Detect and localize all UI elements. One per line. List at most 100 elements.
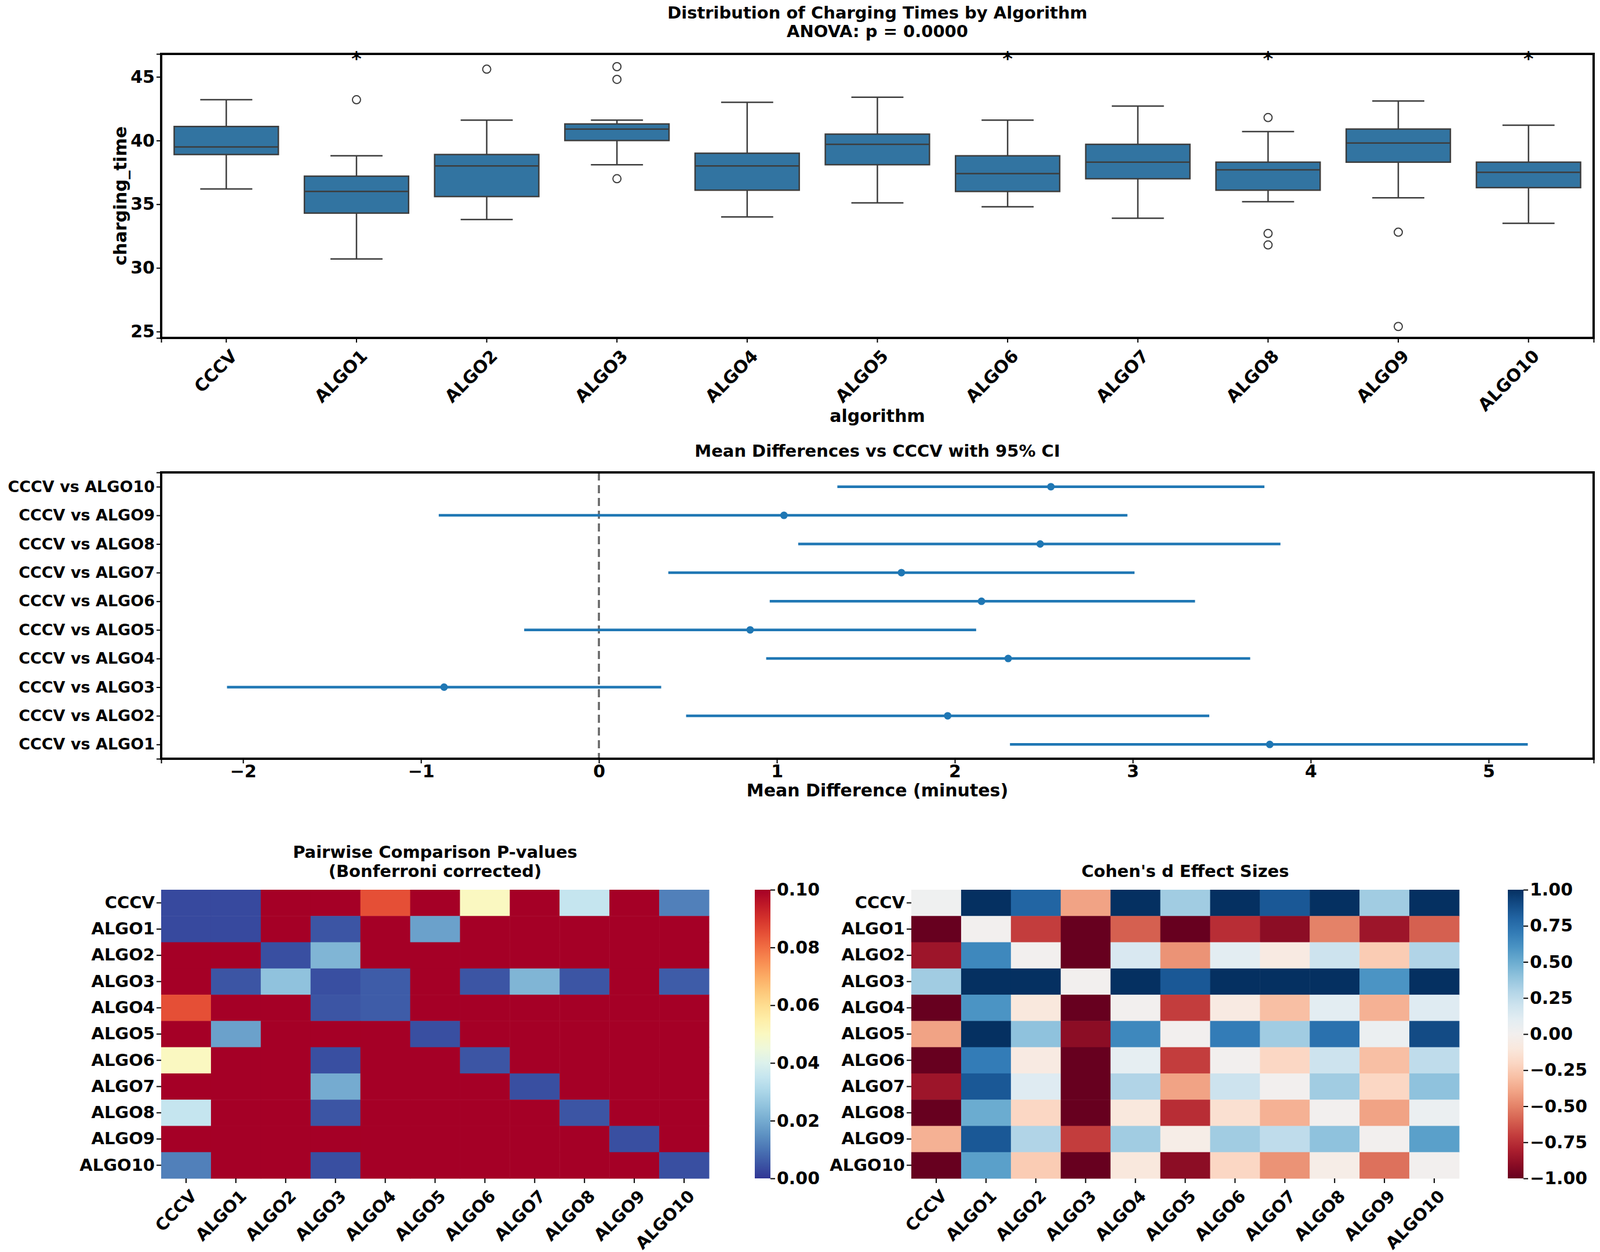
whisker (355, 213, 358, 260)
mean-point (746, 626, 755, 634)
tick-mark (1523, 961, 1529, 963)
heatmap-cell (659, 968, 709, 996)
heatmap-cell (310, 889, 361, 917)
box (1346, 100, 1451, 331)
heatmap-cell (459, 994, 510, 1022)
heatmap-cells (161, 889, 710, 1180)
tick-label: 0.00 (776, 1168, 820, 1189)
tick: CCCV vs ALGO10 (7, 477, 162, 496)
heatmap-cell (609, 915, 660, 943)
tick-label: 2 (948, 761, 962, 782)
heatmap-cell (1060, 994, 1111, 1022)
heatmap-cell (161, 1073, 212, 1101)
box-body (434, 154, 540, 198)
heatmap-cell (211, 1152, 261, 1180)
tick-label: 0.02 (776, 1110, 820, 1132)
tick-label: ALGO7 (1240, 1186, 1300, 1246)
heatmap-cell (1160, 1020, 1211, 1048)
tick-label: 0.06 (776, 994, 820, 1016)
heatmap-cell (961, 1099, 1012, 1127)
tick: CCCV (901, 1178, 951, 1236)
heatmap-cell (1209, 1047, 1260, 1075)
tick: CCCV vs ALGO8 (18, 535, 162, 554)
heatmap-cell (509, 968, 560, 996)
tick: ALGO6 (841, 1050, 912, 1071)
tick-mark (434, 1178, 436, 1184)
chart-title: Cohen's d Effect Sizes (1081, 861, 1289, 882)
tick-label: −1.00 (1529, 1168, 1588, 1189)
heatmap-cell (1409, 915, 1460, 943)
heatmap-cell (1209, 1152, 1260, 1180)
tick-mark (906, 1138, 912, 1140)
heatmap-cell (410, 915, 461, 943)
whisker (1397, 100, 1400, 129)
heatmap-panel: CCCVALGO1ALGO2ALGO3ALGO4ALGO5ALGO6ALGO7A… (829, 861, 1588, 1252)
whisker-cap (330, 258, 383, 261)
tick: ALGO1 (91, 918, 162, 939)
tick-mark (906, 1164, 912, 1166)
whisker (1397, 162, 1400, 199)
heatmap-cell (1160, 1152, 1211, 1180)
tick: ALGO9 (841, 1128, 912, 1149)
tick: ALGO5 (841, 1023, 912, 1044)
whisker-cap (721, 101, 774, 104)
tick-mark (1085, 1178, 1087, 1184)
heatmap-cell (1409, 889, 1460, 917)
tick-mark (906, 954, 912, 956)
tick-label: ALGO1 (191, 1186, 251, 1246)
tick-mark (1284, 1178, 1286, 1184)
heatmap-cell (1160, 968, 1211, 996)
median (434, 165, 540, 167)
tick-mark (1433, 1178, 1435, 1184)
heatmap-cell (1209, 942, 1260, 970)
x-axis-line (911, 1179, 1460, 1184)
heatmap-cell (260, 942, 311, 970)
heatmap-cell (961, 1020, 1012, 1048)
whisker-cap (721, 216, 774, 218)
heatmap-cell (1209, 915, 1260, 943)
heatmap-cell (161, 1047, 212, 1075)
heatmap-cell (1259, 1099, 1310, 1127)
heatmap-cell (1259, 942, 1310, 970)
whisker (1527, 125, 1530, 163)
heatmap-cell (559, 1152, 610, 1180)
tick: CCCV (190, 337, 242, 397)
tick: ALGO10 (829, 1155, 912, 1176)
heatmap-cell (260, 889, 311, 917)
outlier (1394, 228, 1403, 237)
tick-mark (156, 1138, 162, 1140)
tick-mark (906, 928, 912, 930)
tick: 45 (130, 66, 162, 87)
tick-mark (1234, 1178, 1236, 1184)
heatmap-cell (1011, 1020, 1061, 1048)
tick-label: ALGO5 (1140, 1186, 1200, 1246)
chart-subtitle: ANOVA: p = 0.0000 (786, 21, 969, 42)
heatmap-cell (1160, 889, 1211, 917)
heatmap-cell (260, 1047, 311, 1075)
tick-mark (1523, 925, 1529, 927)
heatmap-cell (559, 942, 610, 970)
tick-mark (1383, 1178, 1385, 1184)
tick-label: ALGO5 (841, 1023, 905, 1044)
tick: 0.04 (770, 1052, 820, 1074)
median (695, 165, 800, 167)
tick-label: ALGO7 (490, 1186, 550, 1246)
tick: 30 (130, 257, 162, 278)
whisker (746, 190, 749, 217)
heatmap-cell (410, 1020, 461, 1048)
tick-label: ALGO3 (291, 1186, 351, 1246)
heatmap-cell (559, 994, 610, 1022)
whisker-cap (981, 119, 1034, 122)
tick-label: ALGO9 (1352, 345, 1414, 407)
tick-mark (1523, 889, 1529, 892)
box-body (304, 176, 409, 214)
heatmap-cell (161, 1125, 212, 1153)
heatmap-cell (1309, 1099, 1360, 1127)
heatmap-cell (260, 1020, 311, 1048)
heatmap-cell (609, 1152, 660, 1180)
tick-label: ALGO8 (91, 1102, 155, 1123)
colorbar-axis: −1.00−0.75−0.50−0.250.000.250.500.751.00 (1523, 879, 1588, 1189)
tick-label: ALGO6 (841, 1050, 905, 1071)
outlier (482, 64, 492, 74)
box-body (173, 126, 279, 155)
